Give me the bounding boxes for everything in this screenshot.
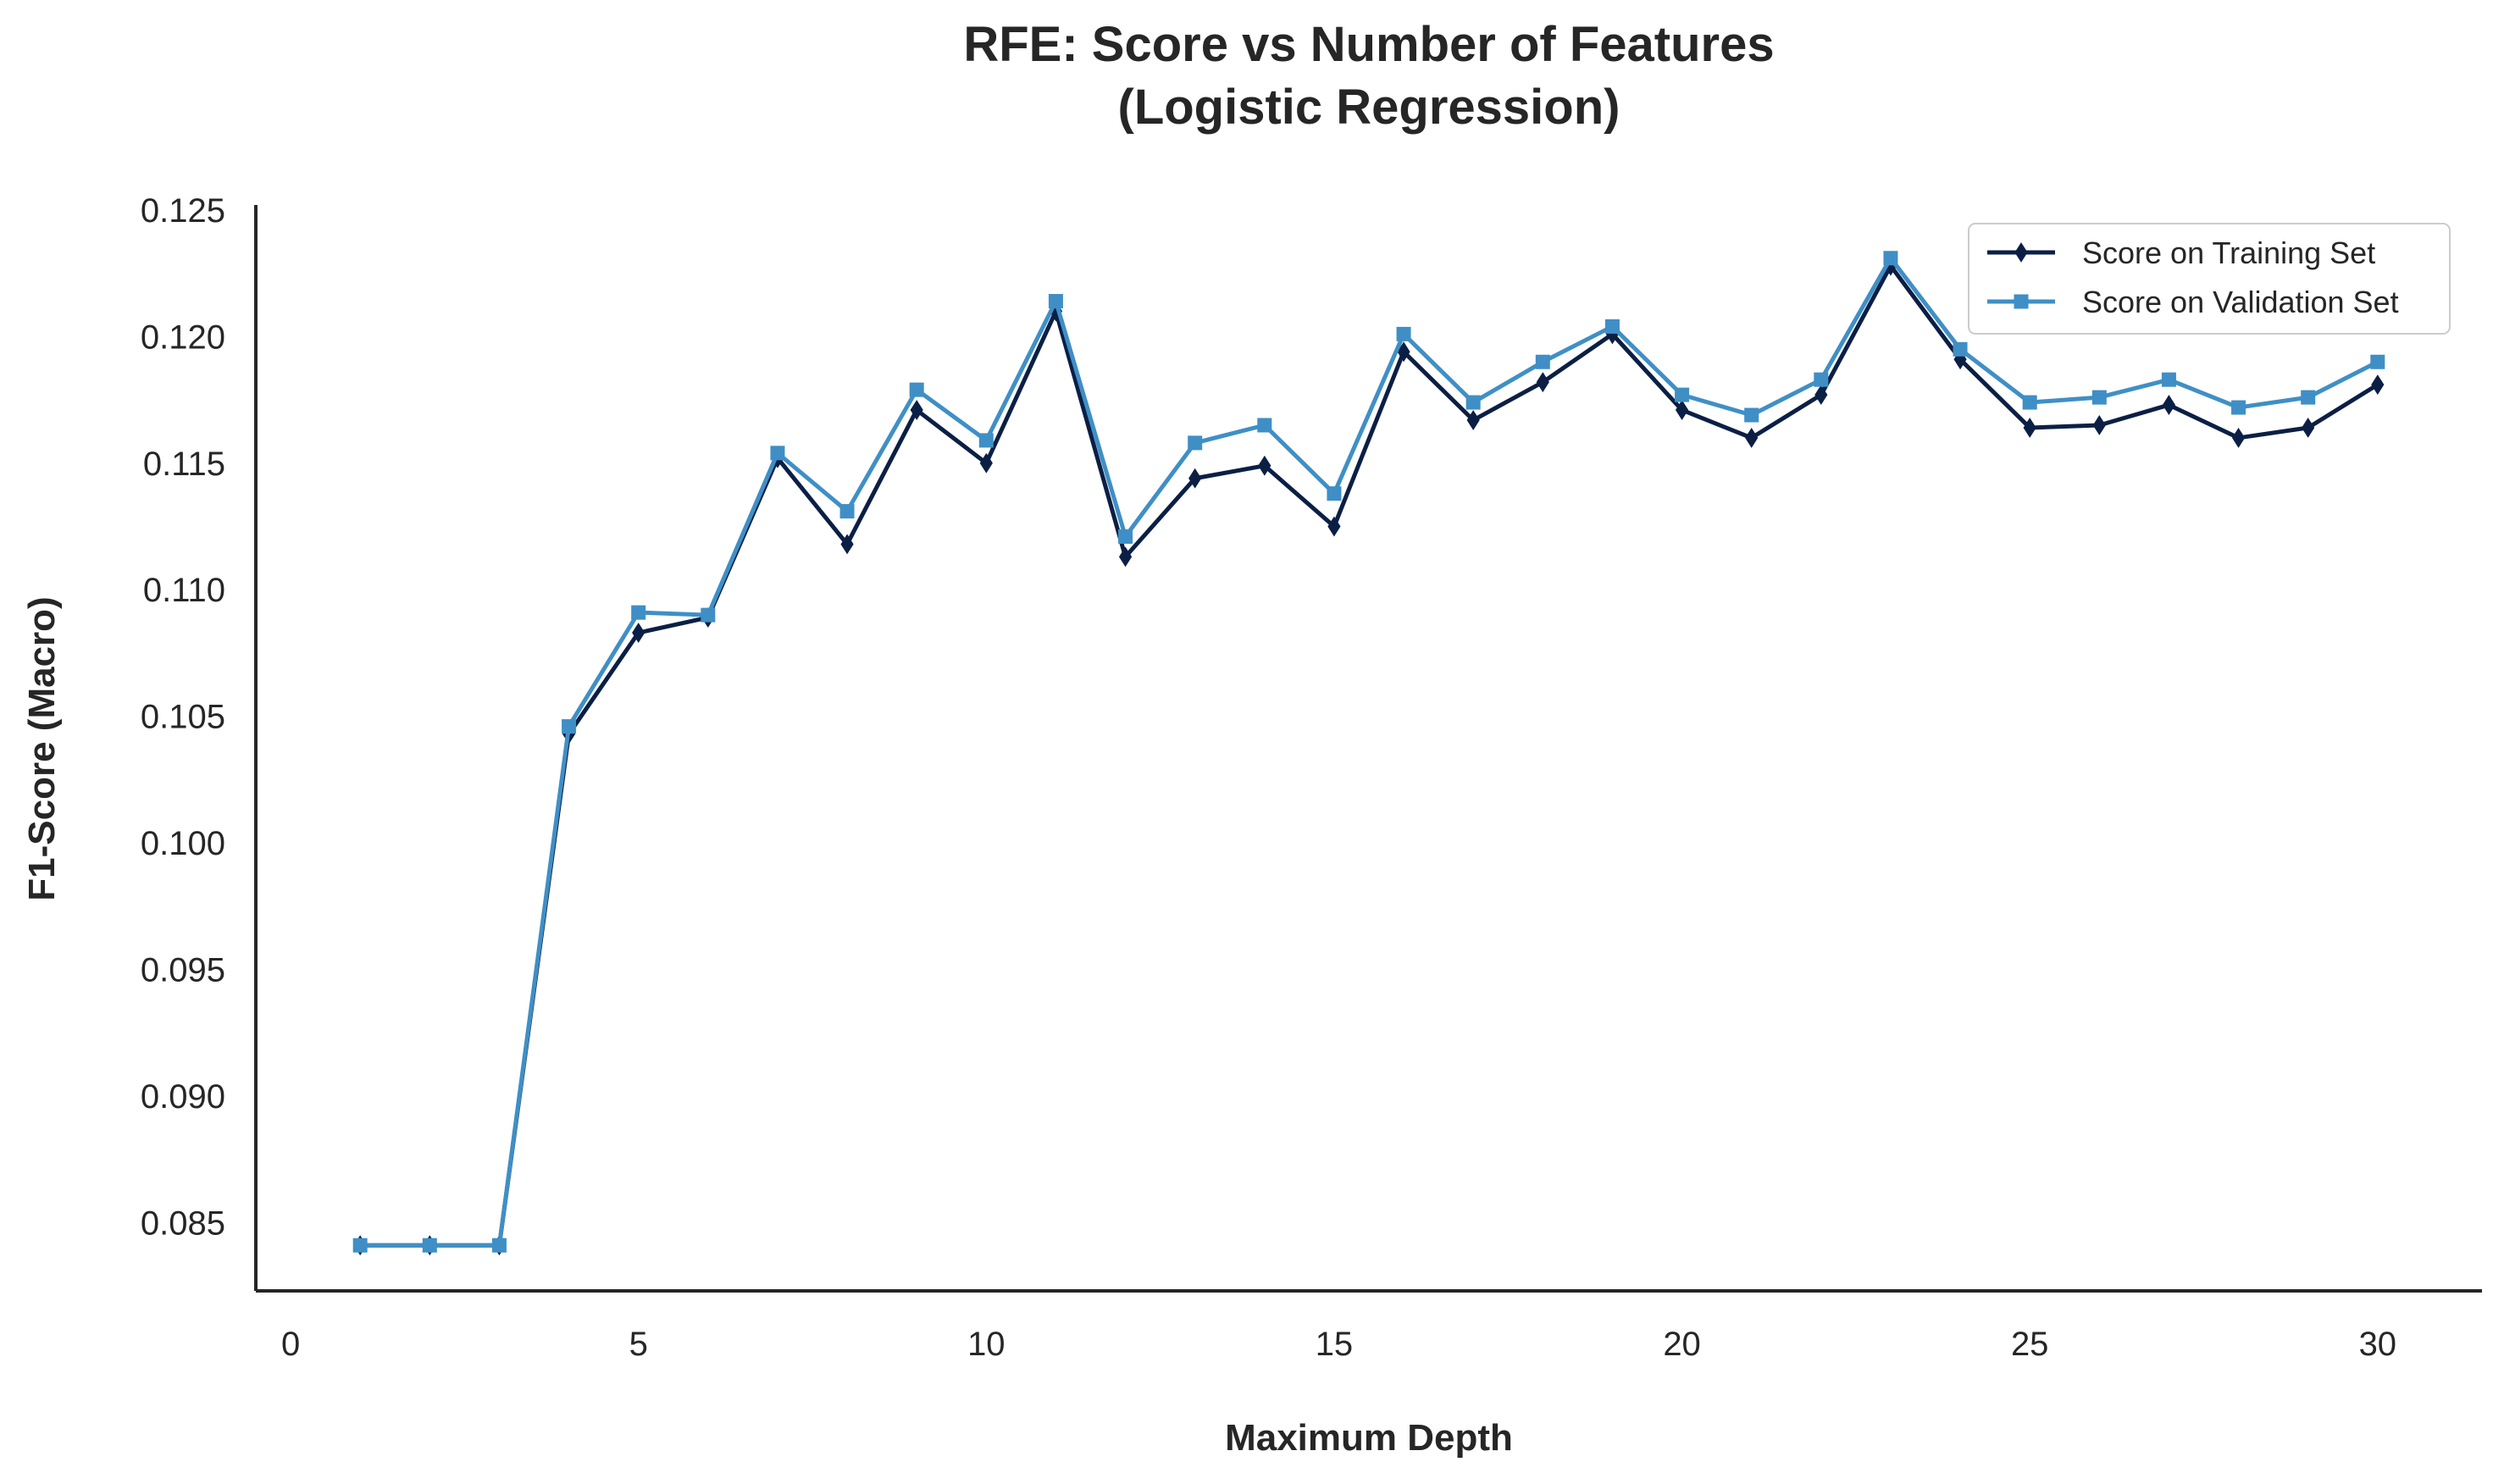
x-tick-label: 25 — [2011, 1326, 2049, 1363]
legend-marker — [2014, 242, 2028, 263]
data-point — [770, 446, 785, 461]
y-tick-label: 0.095 — [141, 951, 225, 988]
legend-item: Score on Validation Set — [1987, 285, 2399, 319]
data-point — [2370, 354, 2385, 369]
chart-title-line1: RFE: Score vs Number of Features — [963, 17, 1774, 72]
legend-label: Score on Validation Set — [2082, 285, 2399, 319]
data-point — [1397, 341, 1410, 363]
data-point — [1327, 516, 1341, 537]
data-point — [979, 452, 993, 473]
data-point — [1396, 326, 1411, 341]
data-point — [1327, 486, 1342, 501]
data-point — [1257, 418, 1272, 433]
data-point — [840, 534, 854, 555]
data-point — [1604, 318, 1620, 334]
data-point — [2091, 390, 2107, 405]
y-tick-label: 0.090 — [141, 1078, 225, 1116]
data-point — [491, 1238, 507, 1253]
data-point — [1118, 529, 1133, 544]
y-ticks: 0.085 0.090 0.095 0.100 0.105 0.110 0.115 0.120… — [141, 192, 225, 1242]
series-validation — [352, 251, 2385, 1253]
y-tick-label: 0.085 — [141, 1204, 225, 1242]
data-point — [1675, 400, 1689, 420]
legend: Score on Training Set Score on Validation… — [1968, 223, 2451, 335]
y-axis-label: F1-Score (Macro) — [21, 596, 63, 900]
data-point — [562, 719, 577, 734]
legend-frame — [1968, 223, 2451, 335]
data-point — [910, 400, 923, 420]
data-point — [2023, 418, 2036, 438]
data-point — [631, 605, 646, 620]
data-point — [1675, 387, 1690, 402]
data-point — [1188, 435, 1203, 451]
x-tick-label: 0 — [281, 1326, 300, 1363]
data-point — [2302, 418, 2315, 438]
chart-title-line2: (Logistic Regression) — [1118, 80, 1620, 135]
data-point — [1188, 468, 1202, 489]
data-point — [1883, 251, 1898, 266]
data-point — [2162, 395, 2176, 416]
series-line-validation — [357, 256, 2380, 1248]
x-tick-label: 10 — [967, 1326, 1005, 1363]
data-point — [2231, 400, 2246, 415]
data-point — [1744, 407, 1759, 423]
data-point — [2161, 372, 2176, 387]
data-point — [2092, 415, 2106, 435]
data-point — [1465, 395, 1481, 410]
y-tick-label: 0.105 — [141, 699, 225, 736]
series-line-training — [357, 263, 2380, 1248]
series-training — [353, 255, 2385, 1256]
data-point — [1048, 294, 1063, 309]
data-point — [1814, 372, 1829, 387]
x-axis-label: Maximum Depth — [1225, 1417, 1513, 1459]
data-point — [1535, 354, 1550, 369]
data-point — [2231, 427, 2246, 448]
data-point — [1814, 385, 1828, 406]
data-point — [909, 382, 924, 397]
y-tick-label: 0.125 — [141, 192, 225, 230]
x-tick-label: 15 — [1316, 1326, 1354, 1363]
legend-label: Score on Training Set — [2082, 235, 2375, 270]
data-point — [1536, 372, 1549, 393]
y-tick-label: 0.110 — [143, 572, 225, 609]
data-point — [1118, 546, 1133, 568]
x-tick-label: 5 — [629, 1326, 648, 1363]
x-ticks: 0 5 10 15 20 25 30 — [281, 1326, 2396, 1363]
axes — [254, 205, 2482, 1293]
x-tick-label: 20 — [1663, 1326, 1701, 1363]
x-tick-label: 30 — [2359, 1326, 2397, 1363]
data-point — [701, 607, 716, 623]
data-point — [1953, 341, 1968, 357]
legend-item: Score on Training Set — [1987, 235, 2375, 270]
data-point — [2371, 374, 2385, 396]
data-point — [422, 1238, 437, 1253]
legend-marker — [2014, 294, 2029, 309]
data-point — [632, 623, 645, 643]
data-point — [839, 504, 855, 519]
y-tick-label: 0.115 — [143, 446, 225, 483]
data-point — [1258, 455, 1271, 476]
data-point — [2022, 395, 2037, 410]
data-point — [1745, 427, 1759, 448]
data-point — [1466, 410, 1480, 430]
data-point — [2301, 390, 2316, 405]
series-group — [352, 251, 2385, 1256]
y-tick-label: 0.100 — [141, 825, 225, 862]
data-point — [978, 433, 994, 448]
y-tick-label: 0.120 — [141, 318, 225, 356]
data-point — [352, 1238, 368, 1253]
